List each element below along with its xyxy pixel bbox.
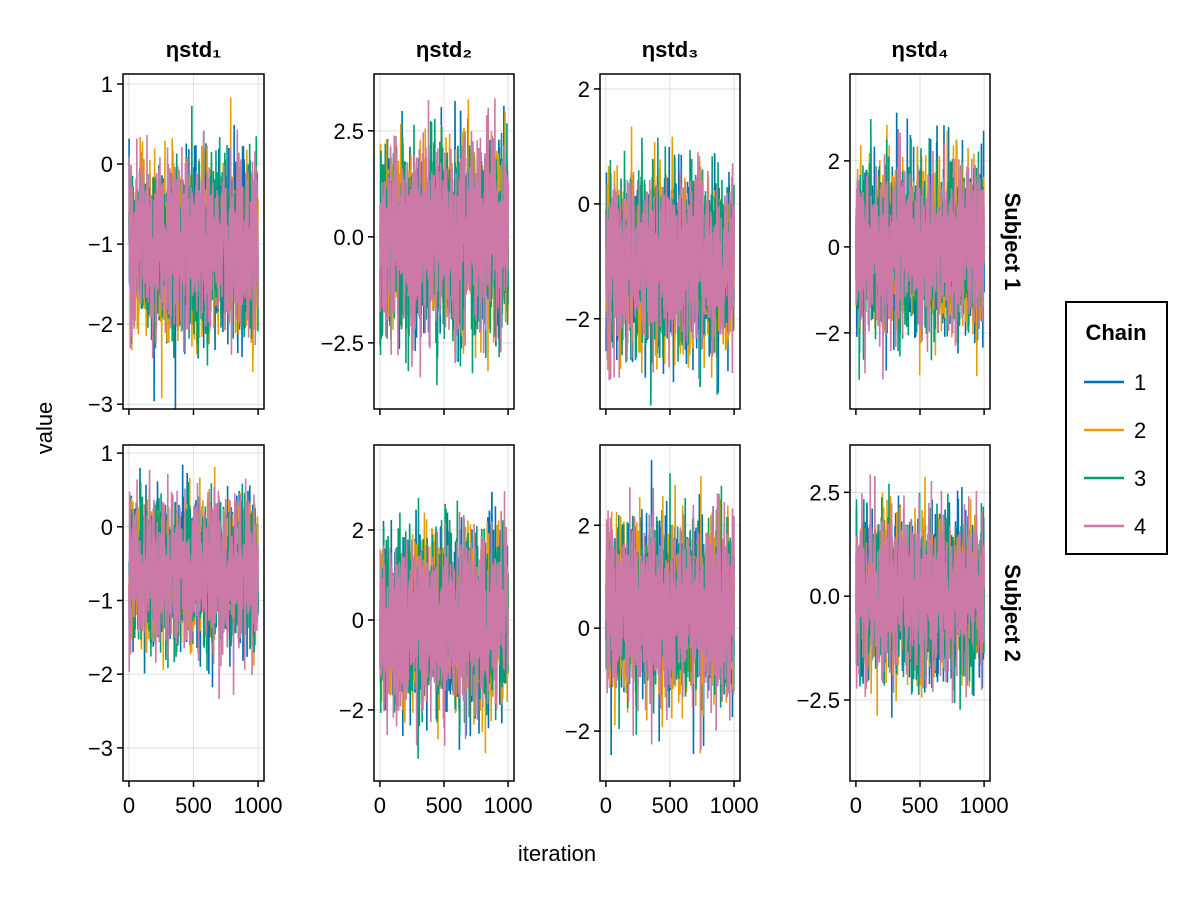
panel-r2-c1: 1 0 −1 −2 −3 0 500 1000 (88, 441, 283, 818)
y-tick-label: 0 (101, 152, 113, 177)
y-tick-label: 2 (578, 513, 590, 538)
x-tick-label: 0 (123, 793, 135, 818)
legend-title: Chain (1085, 320, 1146, 345)
y-tick-label: −3 (88, 392, 113, 417)
x-tick-label: 0 (374, 793, 386, 818)
chain-4-line (855, 474, 985, 704)
y-tick-label: 2 (828, 149, 840, 174)
x-tick-label: 500 (426, 793, 463, 818)
y-tick-label: 1 (101, 72, 113, 97)
panel-r2-c4: 2.5 0.0 −2.5 0 500 1000 (797, 444, 1009, 818)
y-tick-label: 0 (578, 192, 590, 217)
chain-4-line (379, 491, 509, 746)
y-tick-label: −2 (565, 307, 590, 332)
column-title: ηstd₁ (166, 37, 222, 62)
y-tick-label: −2 (565, 719, 590, 744)
x-tick-label: 0 (600, 793, 612, 818)
y-tick-label: −2 (339, 698, 364, 723)
y-tick-label: 0 (828, 235, 840, 260)
x-tick-label: 500 (902, 793, 939, 818)
y-tick-label: 2 (352, 518, 364, 543)
column-title: ηstd₄ (892, 37, 949, 62)
y-tick-label: 2.5 (809, 480, 840, 505)
y-tick-label: 1 (101, 441, 113, 466)
chain-4-line (379, 98, 509, 378)
y-tick-label: −2 (815, 321, 840, 346)
column-title: ηstd₃ (642, 37, 699, 62)
y-tick-label: 0.0 (333, 225, 364, 250)
y-tick-label: −1 (88, 232, 113, 257)
y-tick-label: −2.5 (321, 331, 364, 356)
chain-4-line (128, 129, 259, 359)
chain-4-line (128, 470, 259, 700)
x-tick-label: 1000 (234, 793, 283, 818)
legend-box (1065, 301, 1168, 555)
x-tick-label: 1000 (484, 793, 533, 818)
column-title: ηstd₂ (416, 37, 472, 62)
panel-r1-c2: 2.5 0.0 −2.5 (321, 73, 515, 415)
panel-r1-c3: 2 0 −2 (565, 73, 741, 415)
y-tick-label: 2.5 (333, 119, 364, 144)
y-tick-label: −1 (88, 588, 113, 613)
y-tick-label: 0.0 (809, 584, 840, 609)
x-axis-label: iteration (518, 841, 596, 866)
panel-r1-c4: 2 0 −2 (815, 73, 991, 415)
legend-label-3: 3 (1134, 466, 1146, 491)
x-tick-label: 500 (652, 793, 689, 818)
y-tick-label: −2 (88, 312, 113, 337)
chain-4-line (855, 129, 985, 380)
y-tick-label: 0 (578, 616, 590, 641)
x-tick-label: 500 (175, 793, 212, 818)
x-tick-label: 0 (850, 793, 862, 818)
row-title: Subject 1 (1000, 193, 1025, 291)
y-tick-label: −3 (88, 736, 113, 761)
x-tick-label: 1000 (960, 793, 1009, 818)
panel-r2-c2: 2 0 −2 0 500 1000 (339, 444, 533, 818)
panel-r2-c3: 2 0 −2 0 500 1000 (565, 444, 759, 818)
y-tick-label: 2 (578, 77, 590, 102)
legend: Chain 1 2 3 4 (1065, 301, 1168, 555)
row-title: Subject 2 (1000, 564, 1025, 662)
chain-4-line (605, 487, 735, 751)
y-axis-label: value (32, 402, 57, 455)
legend-label-4: 4 (1134, 514, 1146, 539)
panel-r1-c1: 1 0 −1 −2 −3 (88, 72, 265, 417)
chain-4-line (605, 152, 735, 381)
y-tick-label: −2.5 (797, 688, 840, 713)
x-tick-label: 1000 (710, 793, 759, 818)
y-tick-label: 0 (352, 608, 364, 633)
legend-label-1: 1 (1134, 370, 1146, 395)
legend-label-2: 2 (1134, 418, 1146, 443)
y-tick-label: 0 (101, 515, 113, 540)
y-tick-label: −2 (88, 662, 113, 687)
